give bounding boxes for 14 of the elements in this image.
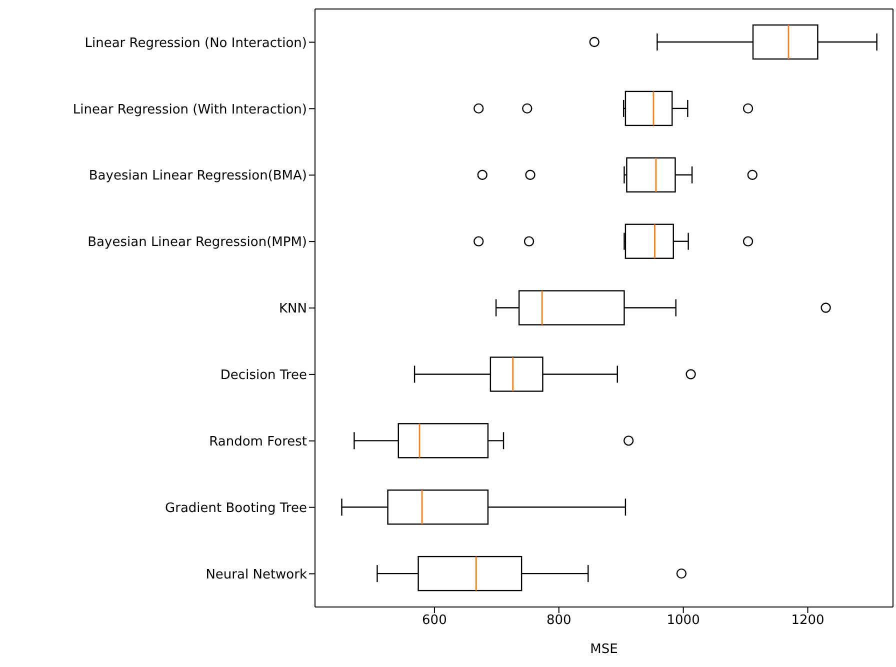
x-tick-label: 800: [546, 613, 572, 628]
y-tick-label: Linear Regression (No Interaction): [84, 36, 307, 51]
y-tick-label: Neural Network: [206, 567, 308, 582]
y-tick-label: Decision Tree: [220, 368, 307, 384]
y-tick-label: Random Forest: [209, 434, 307, 450]
y-tick-label: KNN: [279, 302, 307, 317]
x-tick-label: 1200: [791, 613, 824, 628]
y-tick-label: Gradient Booting Tree: [165, 500, 307, 516]
y-tick-label: Linear Regression (With Interaction): [72, 102, 307, 118]
x-tick-label: 1000: [666, 613, 700, 628]
x-tick-label: 600: [422, 613, 447, 628]
y-tick-label: Bayesian Linear Regression(MPM): [88, 235, 307, 250]
x-axis-title: MSE: [590, 642, 618, 657]
y-tick-label: Bayesian Linear Regression(BMA): [88, 168, 307, 184]
